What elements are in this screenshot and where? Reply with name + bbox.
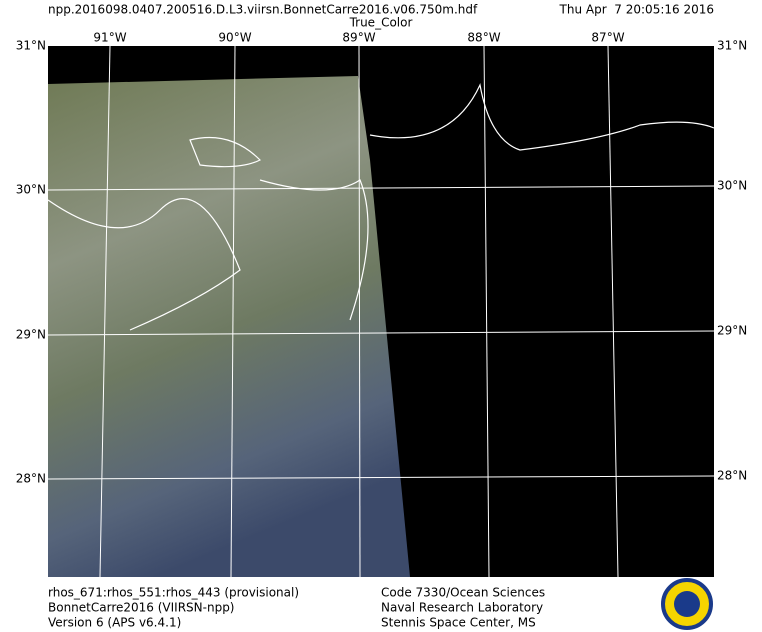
logo-center [674,591,700,617]
lat-label: 28°N [16,472,46,486]
lon-label: 89°W [342,31,375,45]
meridian [358,45,361,578]
footer-right: Stennis Space Center, MS [381,616,536,630]
parallel [47,185,715,191]
footer-left: BonnetCarre2016 (VIIRSN-npp) [48,601,235,615]
lon-label: 87°W [591,31,624,45]
meridian [607,45,619,578]
file-name: npp.2016098.0407.200516.D.L3.viirsn.Bonn… [48,3,478,17]
lon-label: 91°W [93,31,126,45]
timestamp: Thu Apr 7 20:05:16 2016 [559,3,714,17]
parallel [47,330,715,336]
meridian [230,45,236,578]
parallel [47,475,715,480]
lat-label: 31°N [16,39,46,53]
footer-left: rhos_671:rhos_551:rhos_443 (provisional) [48,586,299,600]
lat-label: 30°N [717,179,747,193]
lat-label: 31°N [717,39,747,53]
meridian [99,45,111,578]
meridian [483,45,490,578]
lat-label: 29°N [717,324,747,338]
lon-label: 88°W [467,31,500,45]
coastline [47,83,715,331]
footer-left: Version 6 (APS v6.4.1) [48,616,181,630]
lat-label: 30°N [16,183,46,197]
lat-label: 28°N [717,469,747,483]
satellite-swath [48,76,410,577]
product: True_Color [349,16,413,30]
lat-label: 29°N [16,328,46,342]
graticule [47,45,715,578]
footer-right: Naval Research Laboratory [381,601,543,615]
lon-label: 90°W [218,31,251,45]
footer-right: Code 7330/Ocean Sciences [381,586,545,600]
